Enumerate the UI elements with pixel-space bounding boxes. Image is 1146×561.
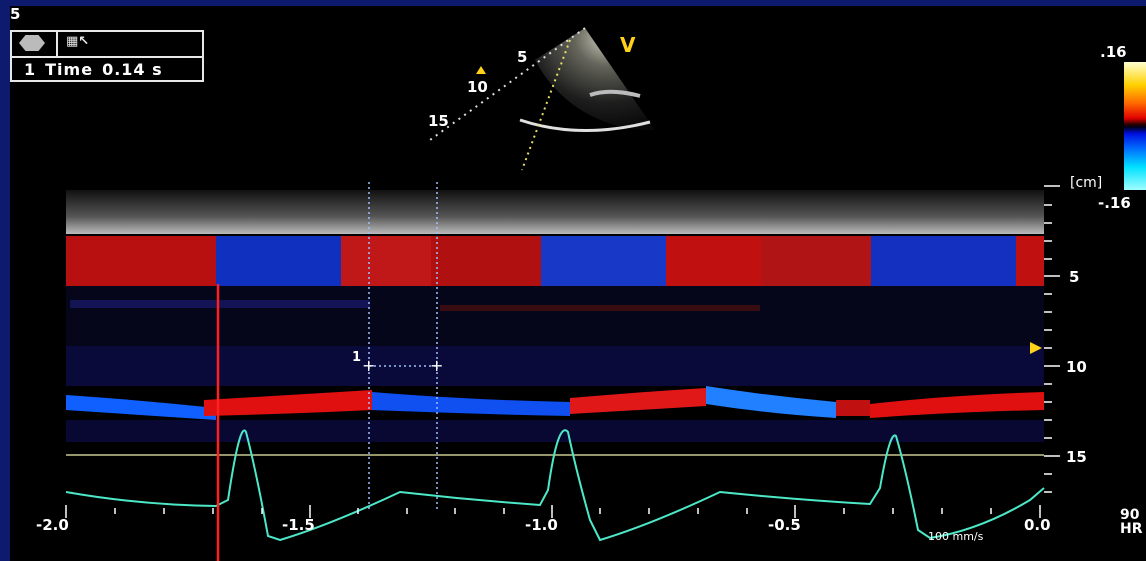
time-tick-0: 0.0 — [1024, 516, 1051, 534]
sector-echo-2 — [589, 89, 641, 98]
velocity-scale-min: -.16 — [1098, 194, 1131, 212]
tissue-clutter-band — [66, 190, 1044, 234]
measure-tool-icon[interactable]: ▦↖ — [66, 34, 90, 49]
focus-marker-icon — [1030, 342, 1042, 354]
depth-tick-10: 10 — [1066, 358, 1087, 376]
measurement-toolbar: ▦↖ — [12, 32, 202, 58]
color-flow-top — [66, 236, 1044, 286]
time-tick-neg1: -1.0 — [525, 516, 558, 534]
mmode-cursor-line[interactable] — [521, 39, 571, 171]
measurement-value: 0.14 s — [102, 60, 163, 79]
sector-depth-10: 10 — [467, 78, 488, 96]
time-tick-neg0-5: -0.5 — [768, 516, 801, 534]
ecg-trace — [65, 429, 1045, 542]
velocity-colorbar — [1124, 62, 1146, 190]
color-flow-mid — [66, 286, 1044, 386]
measurement-index: 1 — [24, 60, 37, 79]
depth-tick-15: 15 — [1066, 448, 1087, 466]
toolbar-divider — [56, 32, 58, 56]
caliper-label: 1 — [352, 350, 361, 365]
measurement-label: Time — [45, 60, 94, 79]
depth-tick-5: 5 — [1069, 268, 1079, 286]
sector-depth-15: 15 — [428, 112, 449, 130]
view-label: V — [620, 33, 636, 57]
caliper-cross-1-icon[interactable]: + — [362, 356, 375, 375]
sweep-speed: 100 mm/s — [928, 530, 984, 543]
time-tick-neg1-5: -1.5 — [282, 516, 315, 534]
caliper-cross-2-icon[interactable]: + — [430, 356, 443, 375]
heart-rate: 90 HR — [1120, 508, 1143, 536]
sector-echo — [519, 118, 651, 132]
measurement-panel: ▦↖ 1 Time 0.14 s — [10, 30, 204, 82]
sector-marker-icon — [476, 66, 486, 74]
heart-rate-value: 90 — [1120, 507, 1140, 523]
depth-axis — [1044, 185, 1060, 493]
depth-unit: [cm] — [1070, 175, 1103, 191]
color-flow-bottom — [66, 386, 1044, 442]
sector-depth-5: 5 — [517, 48, 527, 66]
corner-label: 5 — [10, 5, 21, 23]
time-axis — [65, 505, 1041, 518]
time-tick-neg2: -2.0 — [36, 516, 69, 534]
sector-image — [535, 28, 655, 131]
measurement-row: 1 Time 0.14 s — [12, 58, 202, 79]
heart-rate-unit: HR — [1120, 521, 1143, 537]
velocity-scale-max: .16 — [1100, 43, 1127, 61]
stop-hexagon-icon[interactable] — [19, 35, 45, 51]
